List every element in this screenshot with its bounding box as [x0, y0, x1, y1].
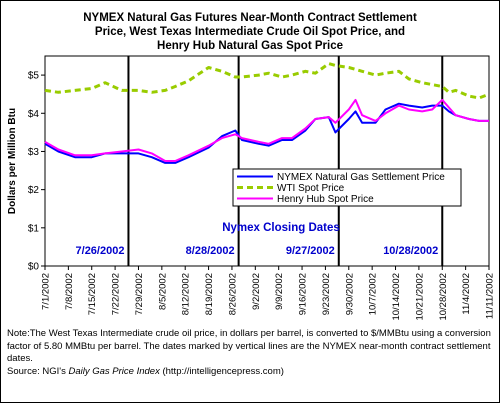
x-tick-label: 10/21/2002 [414, 273, 425, 321]
legend-label: NYMEX Natural Gas Settlement Price [277, 172, 445, 183]
source-line: Source: NGI's Daily Gas Price Index (htt… [7, 366, 493, 379]
source-prefix: Source: NGI's [7, 365, 69, 377]
y-axis-label: Dollars per Million Btu [7, 108, 18, 214]
closing-date-label: 9/27/2002 [286, 245, 335, 257]
x-tick-label: 10/14/2002 [391, 273, 402, 321]
closing-date-label: 7/26/2002 [76, 245, 125, 257]
plot-area [44, 55, 490, 267]
closing-date-annotations: Nymex Closing Dates 7/26/2002 8/28/2002 9/2… [76, 222, 439, 257]
source-publication: Daily Gas Price Index [68, 365, 160, 377]
x-tick-label: 9/2/2002 [251, 273, 262, 310]
x-tick-label: 9/9/2002 [274, 273, 285, 310]
closing-date-label: 8/28/2002 [186, 245, 235, 257]
closing-date-lines [127, 56, 444, 266]
y-tick-label: $5 [28, 71, 40, 82]
x-tick-label: 9/30/2002 [344, 273, 355, 315]
x-tick-label: 8/19/2002 [204, 273, 215, 315]
x-tick-label: 7/22/2002 [111, 273, 122, 315]
x-tick-label: 8/5/2002 [157, 273, 168, 310]
series-lines [44, 62, 490, 164]
legend-label: WTI Spot Price [277, 183, 345, 194]
y-tick-label: $0 [28, 262, 40, 273]
chart-title: NYMEX Natural Gas Futures Near-Month Con… [83, 12, 417, 52]
x-tick-label: 9/16/2002 [298, 273, 309, 315]
x-tick-label: 11/4/2002 [461, 273, 472, 315]
chart: NYMEX Natural Gas Futures Near-Month Con… [7, 12, 496, 321]
y-tick-label: $3 [28, 147, 40, 158]
series-line [44, 98, 489, 162]
y-tick-label: $1 [28, 223, 40, 234]
x-tick-label: 8/12/2002 [181, 273, 192, 315]
series-line [44, 62, 490, 100]
axes: $0 $1 $2 $3 $4 $5 Dollars per Million Btu 7/1/2… [7, 55, 496, 321]
y-tick-label: $2 [28, 185, 40, 196]
x-tick-label: 10/7/2002 [368, 273, 379, 315]
x-tick-label: 7/8/2002 [64, 273, 75, 310]
source-url: (http://intelligencepress.com) [159, 365, 284, 377]
title-line: Henry Hub Natural Gas Spot Price [157, 40, 343, 52]
x-tick-label: 9/23/2002 [321, 273, 332, 315]
x-tick-label: 11/11/2002 [485, 273, 496, 319]
x-tick-label: 8/26/2002 [227, 273, 238, 315]
series-line [44, 102, 489, 164]
legend-label: Henry Hub Spot Price [277, 194, 374, 205]
x-tick-label: 10/28/2002 [438, 273, 449, 321]
title-line: Price, West Texas Intermediate Crude Oil… [95, 26, 405, 38]
y-tick-label: $4 [28, 109, 40, 120]
note-text: Note:The West Texas Intermediate crude o… [7, 328, 491, 364]
closing-dates-title: Nymex Closing Dates [222, 222, 340, 234]
closing-date-label: 10/28/2002 [383, 245, 438, 257]
footnote: Note:The West Texas Intermediate crude o… [7, 328, 493, 378]
x-tick-label: 7/15/2002 [87, 273, 98, 315]
x-tick-label: 7/29/2002 [134, 273, 145, 315]
title-line: NYMEX Natural Gas Futures Near-Month Con… [83, 12, 417, 24]
x-tick-label: 7/1/2002 [41, 273, 52, 310]
